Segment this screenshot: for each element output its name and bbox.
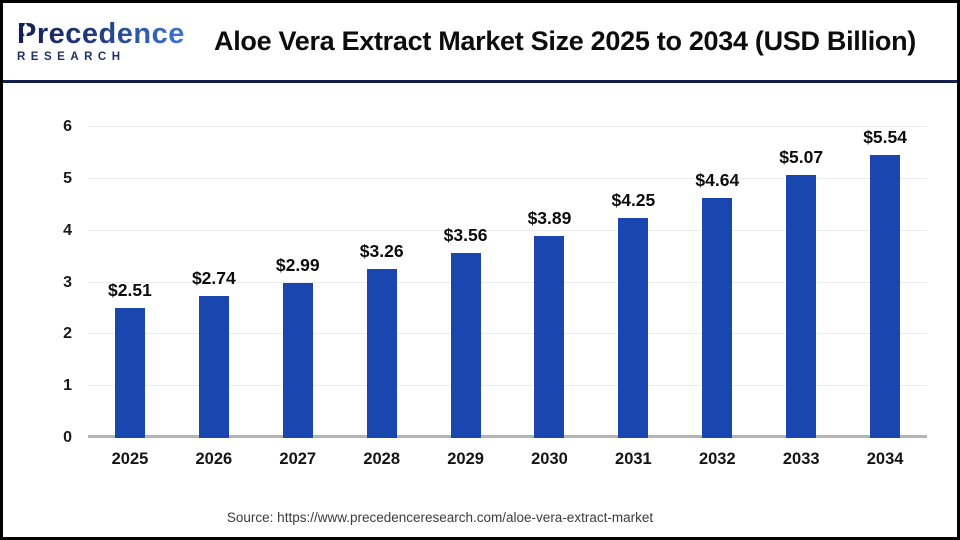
bar-2030 [534,236,565,438]
bar-column-2032: $4.64 [675,127,759,438]
bar-column-2033: $5.07 [759,127,843,438]
x-axis-labels: 2025 2026 2027 2028 2029 2030 2031 2032 2033 2034 [88,450,927,469]
gridline [88,385,927,387]
chart-title: Aloe Vera Extract Market Size 2025 to 20… [214,26,916,56]
y-tick-label: 1 [63,377,72,395]
bar-column-2025: $2.51 [88,127,172,438]
bar-value-label: $3.56 [443,225,488,246]
source-text: Source: https://www.precedenceresearch.c… [226,510,654,525]
header: Precedence RESEARCH Aloe Vera Extract Ma… [3,3,957,83]
bar-value-label: $3.26 [359,241,404,262]
bar-column-2034: $5.54 [843,127,927,438]
bar-2032 [702,197,733,438]
gridline [88,177,927,179]
y-tick-label: 3 [63,273,72,291]
x-tick-label-2031: 2031 [615,450,652,468]
bar-column-2027: $2.99 [256,127,340,438]
gridline [88,229,927,231]
bar-column-2026: $2.74 [172,127,256,438]
bar-column-2028: $3.26 [340,127,424,438]
chart-area: 0 1 2 3 4 5 6 $2.51 $2.74 $2.99 $3.26 $3.56 $3.89 $4.… [3,83,957,537]
bar-2031 [618,217,649,438]
x-tick-label-2026: 2026 [195,450,233,468]
bar-value-label: $2.51 [108,279,152,300]
x-tick-label-2030: 2030 [531,450,568,468]
y-tick-label: 2 [63,325,72,343]
bar-2027 [282,283,313,438]
bar-2028 [366,269,397,438]
x-tick-label-2033: 2033 [782,450,820,468]
bar-value-label: $3.89 [527,208,572,229]
bars-container: $2.51 $2.74 $2.99 $3.26 $3.56 $3.89 $4.25 $4.64… [88,127,927,438]
x-tick-label-2025: 2025 [111,450,149,468]
precedence-logo: Precedence RESEARCH [17,17,185,64]
logo-subtext: RESEARCH [17,50,126,63]
bar-value-label: $4.64 [695,169,740,190]
x-tick-label-2034: 2034 [866,450,904,468]
x-tick-label-2032: 2032 [698,450,736,468]
bar-column-2030: $3.89 [508,127,592,438]
bar-2034 [870,155,901,438]
x-tick-label-2028: 2028 [363,450,401,468]
bar-column-2031: $4.25 [591,127,675,438]
y-tick-label: 5 [63,169,72,187]
bar-value-label: $5.07 [779,147,824,168]
x-tick-label-2029: 2029 [447,450,484,468]
x-axis-baseline [88,435,927,438]
bar-2029 [450,253,481,438]
y-tick-label: 6 [63,118,72,135]
gridline [88,333,927,335]
y-tick-label: 0 [63,429,72,446]
bar-value-label: $4.25 [611,189,656,210]
y-tick-label: 4 [63,221,72,239]
bar-2026 [198,295,229,438]
x-tick-label-2027: 2027 [279,450,317,468]
bar-column-2029: $3.56 [424,127,508,438]
plot-area: 0 1 2 3 4 5 6 $2.51 $2.74 $2.99 $3.26 $3.56 $3.89 $4.… [63,118,927,446]
gridline [88,126,927,127]
logo-wordmark: Precedence [17,17,185,50]
gridline [88,281,927,283]
bar-value-label: $5.54 [863,127,907,147]
bar-value-label: $2.74 [191,267,236,288]
bar-2025 [114,307,145,438]
bar-value-label: $2.99 [275,255,320,276]
bar-2033 [786,175,817,438]
